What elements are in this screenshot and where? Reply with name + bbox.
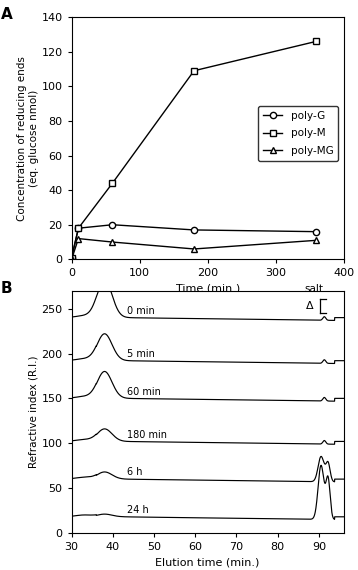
Y-axis label: Concentration of reducing ends
(eq. glucose nmol): Concentration of reducing ends (eq. gluc… bbox=[17, 56, 39, 221]
Text: 180 min: 180 min bbox=[127, 430, 167, 439]
Text: 0 min: 0 min bbox=[127, 306, 155, 316]
Text: 60 min: 60 min bbox=[127, 386, 161, 397]
Text: A: A bbox=[1, 7, 13, 22]
Text: 24 h: 24 h bbox=[127, 505, 149, 515]
Legend: poly-G, poly-M, poly-MG: poly-G, poly-M, poly-MG bbox=[258, 106, 338, 161]
Text: 6 h: 6 h bbox=[127, 467, 143, 477]
X-axis label: Time (min.): Time (min.) bbox=[175, 284, 240, 294]
Text: B: B bbox=[1, 281, 13, 296]
Text: salt: salt bbox=[304, 284, 323, 294]
Y-axis label: Refractive index (R.I.): Refractive index (R.I.) bbox=[29, 356, 39, 468]
Text: 5 min: 5 min bbox=[127, 349, 155, 359]
Text: Δ: Δ bbox=[306, 301, 313, 311]
X-axis label: Elution time (min.): Elution time (min.) bbox=[155, 557, 260, 568]
